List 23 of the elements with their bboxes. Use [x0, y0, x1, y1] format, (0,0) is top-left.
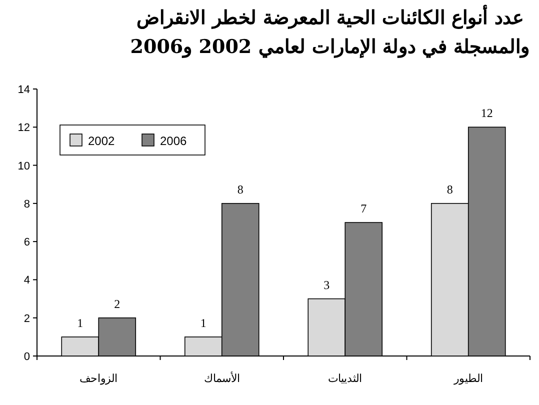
y-tick-label: 0: [24, 351, 30, 363]
x-tick-label: الأسماك: [204, 371, 240, 385]
x-tick-label: الزواحف: [80, 372, 118, 385]
legend-label: 2002: [88, 134, 116, 148]
y-tick-label: 6: [24, 236, 30, 249]
y-tick-label: 2: [24, 312, 30, 325]
data-label: 2: [114, 296, 120, 311]
x-tick-label: الطيور: [452, 372, 483, 385]
y-tick-label: 4: [24, 274, 30, 287]
data-label: 3: [324, 278, 330, 292]
legend-label: 2006: [160, 134, 188, 148]
y-tick-label: 12: [18, 122, 30, 134]
data-label: 8: [237, 182, 244, 196]
data-label: 1: [200, 316, 206, 330]
y-tick-label: 14: [18, 84, 30, 96]
data-label: 1: [77, 316, 84, 330]
data-label: 7: [360, 202, 367, 216]
x-tick-label: الثدييات: [328, 372, 362, 385]
y-tick-label: 8: [24, 198, 30, 210]
data-label: 12: [480, 106, 493, 120]
chart-title: عدد أنواع الكائنات الحية المعرضة لخطر الانقراض والمسجلة في دولة الإمارات لعامي 2002 و2006: [130, 4, 530, 60]
data-label: 8: [446, 182, 453, 196]
y-tick-label: 10: [18, 160, 30, 172]
